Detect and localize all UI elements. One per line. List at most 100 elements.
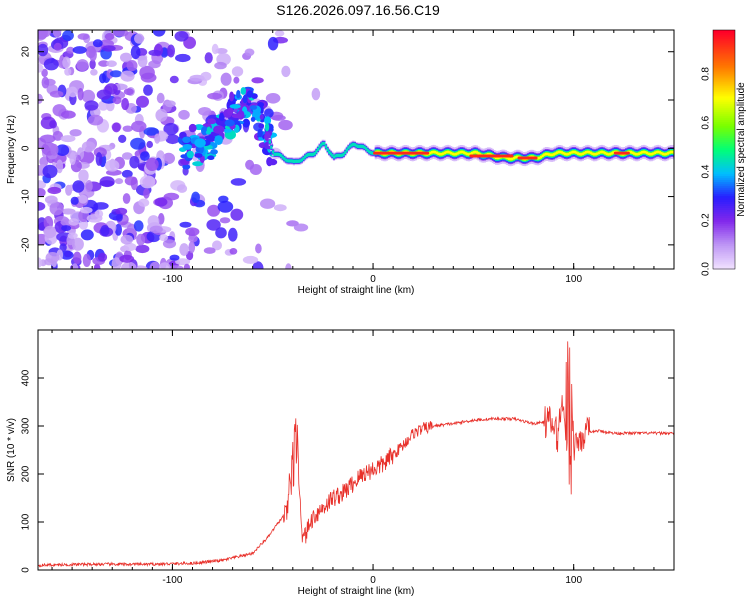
ridge-blob [257,128,263,138]
colorbar-segment [713,199,735,202]
ridge-peak [373,151,430,155]
colorbar-segment [713,41,735,45]
colorbar-segment [713,205,735,208]
noise-blob [220,72,232,86]
noise-blob [265,93,281,104]
colorbar-segment [713,189,735,192]
ridge-band [612,151,615,154]
noise-blob [200,71,212,81]
colorbar-segment [713,249,735,252]
ridge-band [368,150,371,154]
ridge-band [271,150,275,154]
ridge-band [594,153,597,156]
colorbar-segment [713,77,735,81]
ridge-blob [226,101,231,110]
ridge-band [581,152,584,156]
ridge-band [281,155,284,159]
colorbar-segment [713,195,735,198]
ridge-band [342,152,345,156]
noise-blob [39,156,49,167]
ridge-band [498,156,501,159]
colorbar-segment [713,243,735,246]
noise-blob [78,219,89,230]
ridge-band [435,151,438,155]
noise-blob [228,227,238,242]
ridge-band [437,152,440,155]
noise-blob [42,164,58,179]
colorbar-tick-label: 0.0 [701,262,712,276]
ridge-band [350,143,353,147]
noise-blob [264,108,274,118]
spectrogram [38,30,674,269]
noise-blob [43,58,59,71]
colorbar-segment [713,163,735,167]
noise-blob [169,254,180,261]
ridge-band [641,151,644,154]
ridge-blob [182,144,193,150]
ridge-band [345,148,348,152]
noise-blob [260,198,276,209]
noise-blob [119,254,135,263]
noise-blob [73,251,82,265]
colorbar-segment [713,143,735,147]
colorbar-segment [713,133,735,137]
noise-blob [66,46,75,54]
colorbar-segment [713,251,735,254]
colorbar-segment [713,97,735,101]
ridge-band [631,151,634,154]
noise-blob [67,86,78,98]
ridge-band [565,153,568,156]
colorbar-segment [713,49,735,53]
ridge-blob [210,149,218,155]
noise-blob [139,175,156,189]
colorbar-segment [713,207,735,210]
ridge-blob [186,150,194,159]
ridge-band [296,159,299,163]
noise-blob [71,237,84,251]
ridge-band [538,156,541,160]
noise-blob [114,178,124,185]
colorbar-segment [713,173,735,176]
ridge-band [341,153,344,157]
ridge-band [629,150,633,154]
ridge-band [360,144,363,148]
noise-blob [136,233,146,246]
noise-blob [60,135,76,143]
noise-blob [38,93,43,104]
ridge-band [474,150,477,154]
ridge-band [652,152,655,155]
noise-blob [179,221,192,228]
ridge-band [633,152,636,155]
noise-blob [96,89,112,100]
ridge-band [515,155,519,159]
noise-blob [148,49,162,56]
ridge-band [302,156,305,161]
noise-blob [212,240,222,251]
noise-blob [188,234,198,243]
ridge-band [668,151,671,154]
noise-blob [77,33,90,40]
noise-blob [114,223,122,236]
colorbar-segment [713,215,735,218]
noise-blob [176,184,188,193]
noise-blob [99,73,107,84]
noise-blob [56,159,64,174]
noise-blob [214,61,227,70]
colorbar-segment [713,53,735,57]
ridge-band [339,153,342,158]
ridge-band [300,158,303,162]
ridge-band [321,141,324,146]
colorbar-segment [713,35,735,39]
colorbar-segment [713,233,735,236]
colorbar-tick-label: 0.6 [701,115,712,129]
ridge-band [658,151,661,154]
noise-blob [44,195,58,204]
colorbar-segment [713,39,735,43]
ridge-blob [224,119,235,127]
noise-blob [198,107,212,116]
noise-blob [38,43,49,57]
ridge-blob [223,128,232,133]
snr-y-tick-label: 400 [21,369,32,386]
ridge-band [443,151,446,155]
